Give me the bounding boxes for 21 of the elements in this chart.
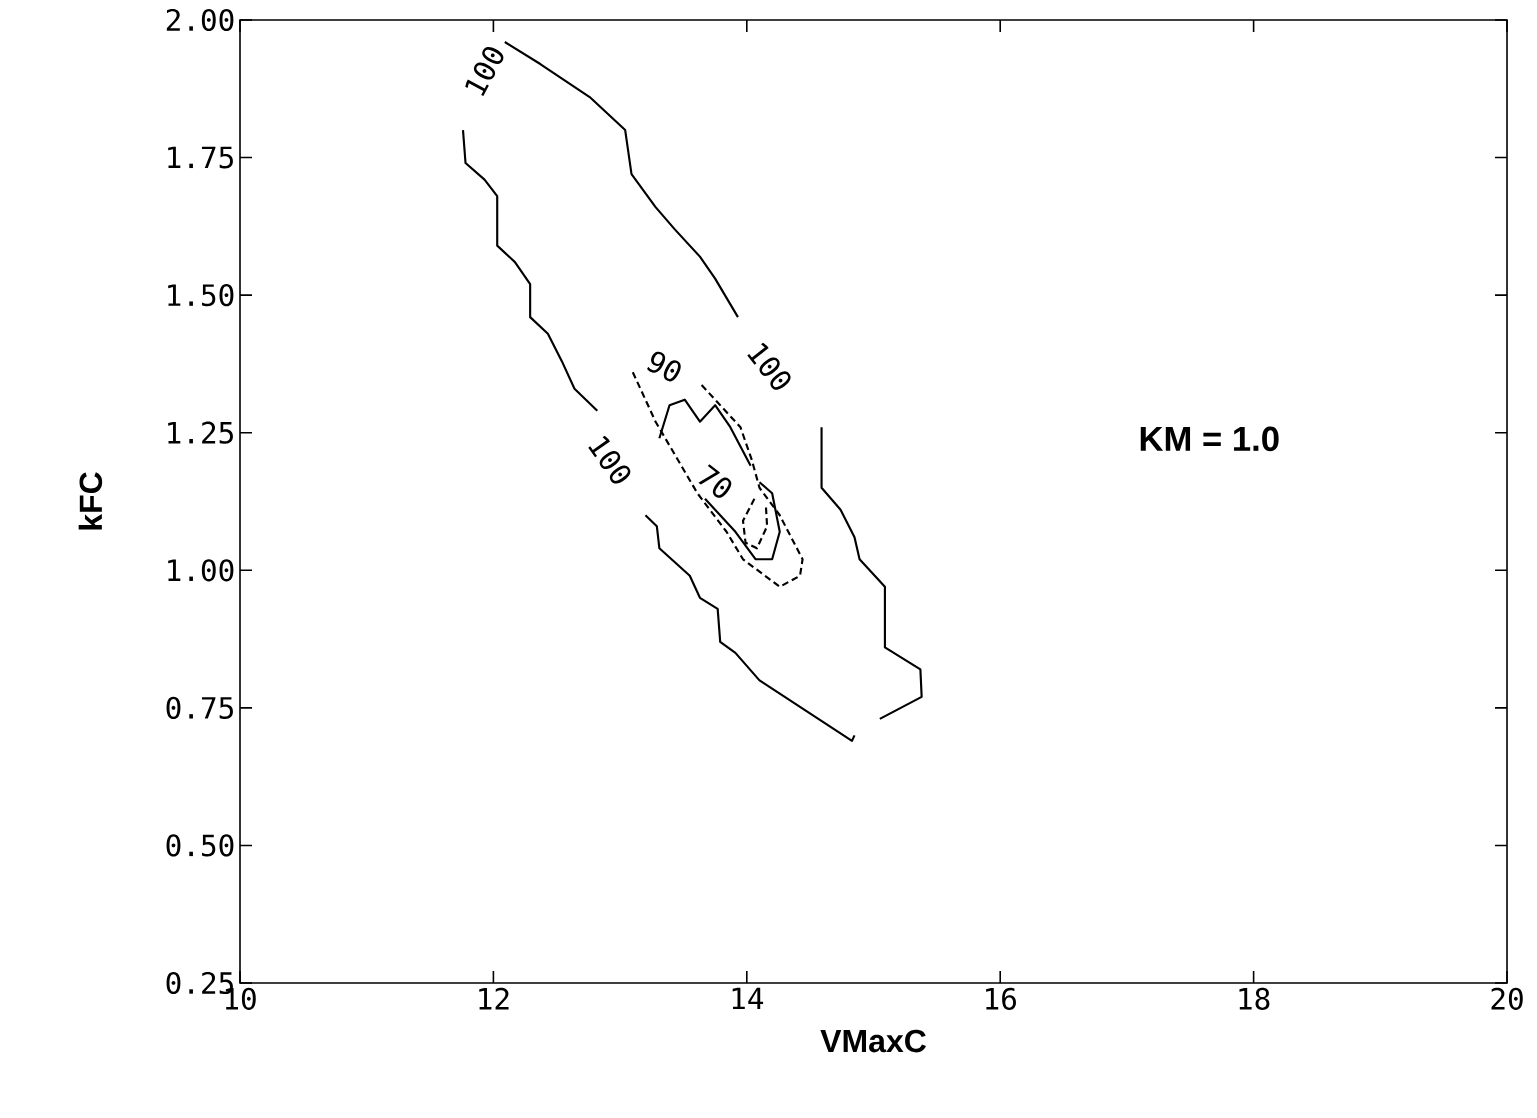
x-tick-label: 12 xyxy=(479,987,509,1010)
x-tick-label: 14 xyxy=(732,987,764,1010)
annotation: 100 xyxy=(588,435,631,484)
y-tick-label: 1.25 xyxy=(168,421,233,444)
annotation: KM = 1.0 xyxy=(1140,426,1279,452)
annotation: 100 xyxy=(465,46,504,97)
line-series xyxy=(741,497,769,550)
y-tick-label: 2.00 xyxy=(166,8,234,32)
y-tick-label: 1.50 xyxy=(168,284,234,307)
x-tick-label: 20 xyxy=(1491,987,1523,1010)
annotation: 90 xyxy=(647,351,681,382)
x-tick-label: 18 xyxy=(1239,987,1270,1010)
y-axis-title: kFC xyxy=(78,472,103,530)
y-tick-label: 0.75 xyxy=(166,696,233,719)
annotation: 70 xyxy=(698,464,732,498)
annotation: 100 xyxy=(747,342,791,390)
y-tick-label: 0.50 xyxy=(166,834,234,857)
x-axis-title: VMaxC xyxy=(820,1029,926,1053)
x-tick-label: 16 xyxy=(986,987,1016,1010)
y-tick-label: 1.75 xyxy=(168,146,233,169)
y-tick-label: 1.00 xyxy=(168,559,234,582)
